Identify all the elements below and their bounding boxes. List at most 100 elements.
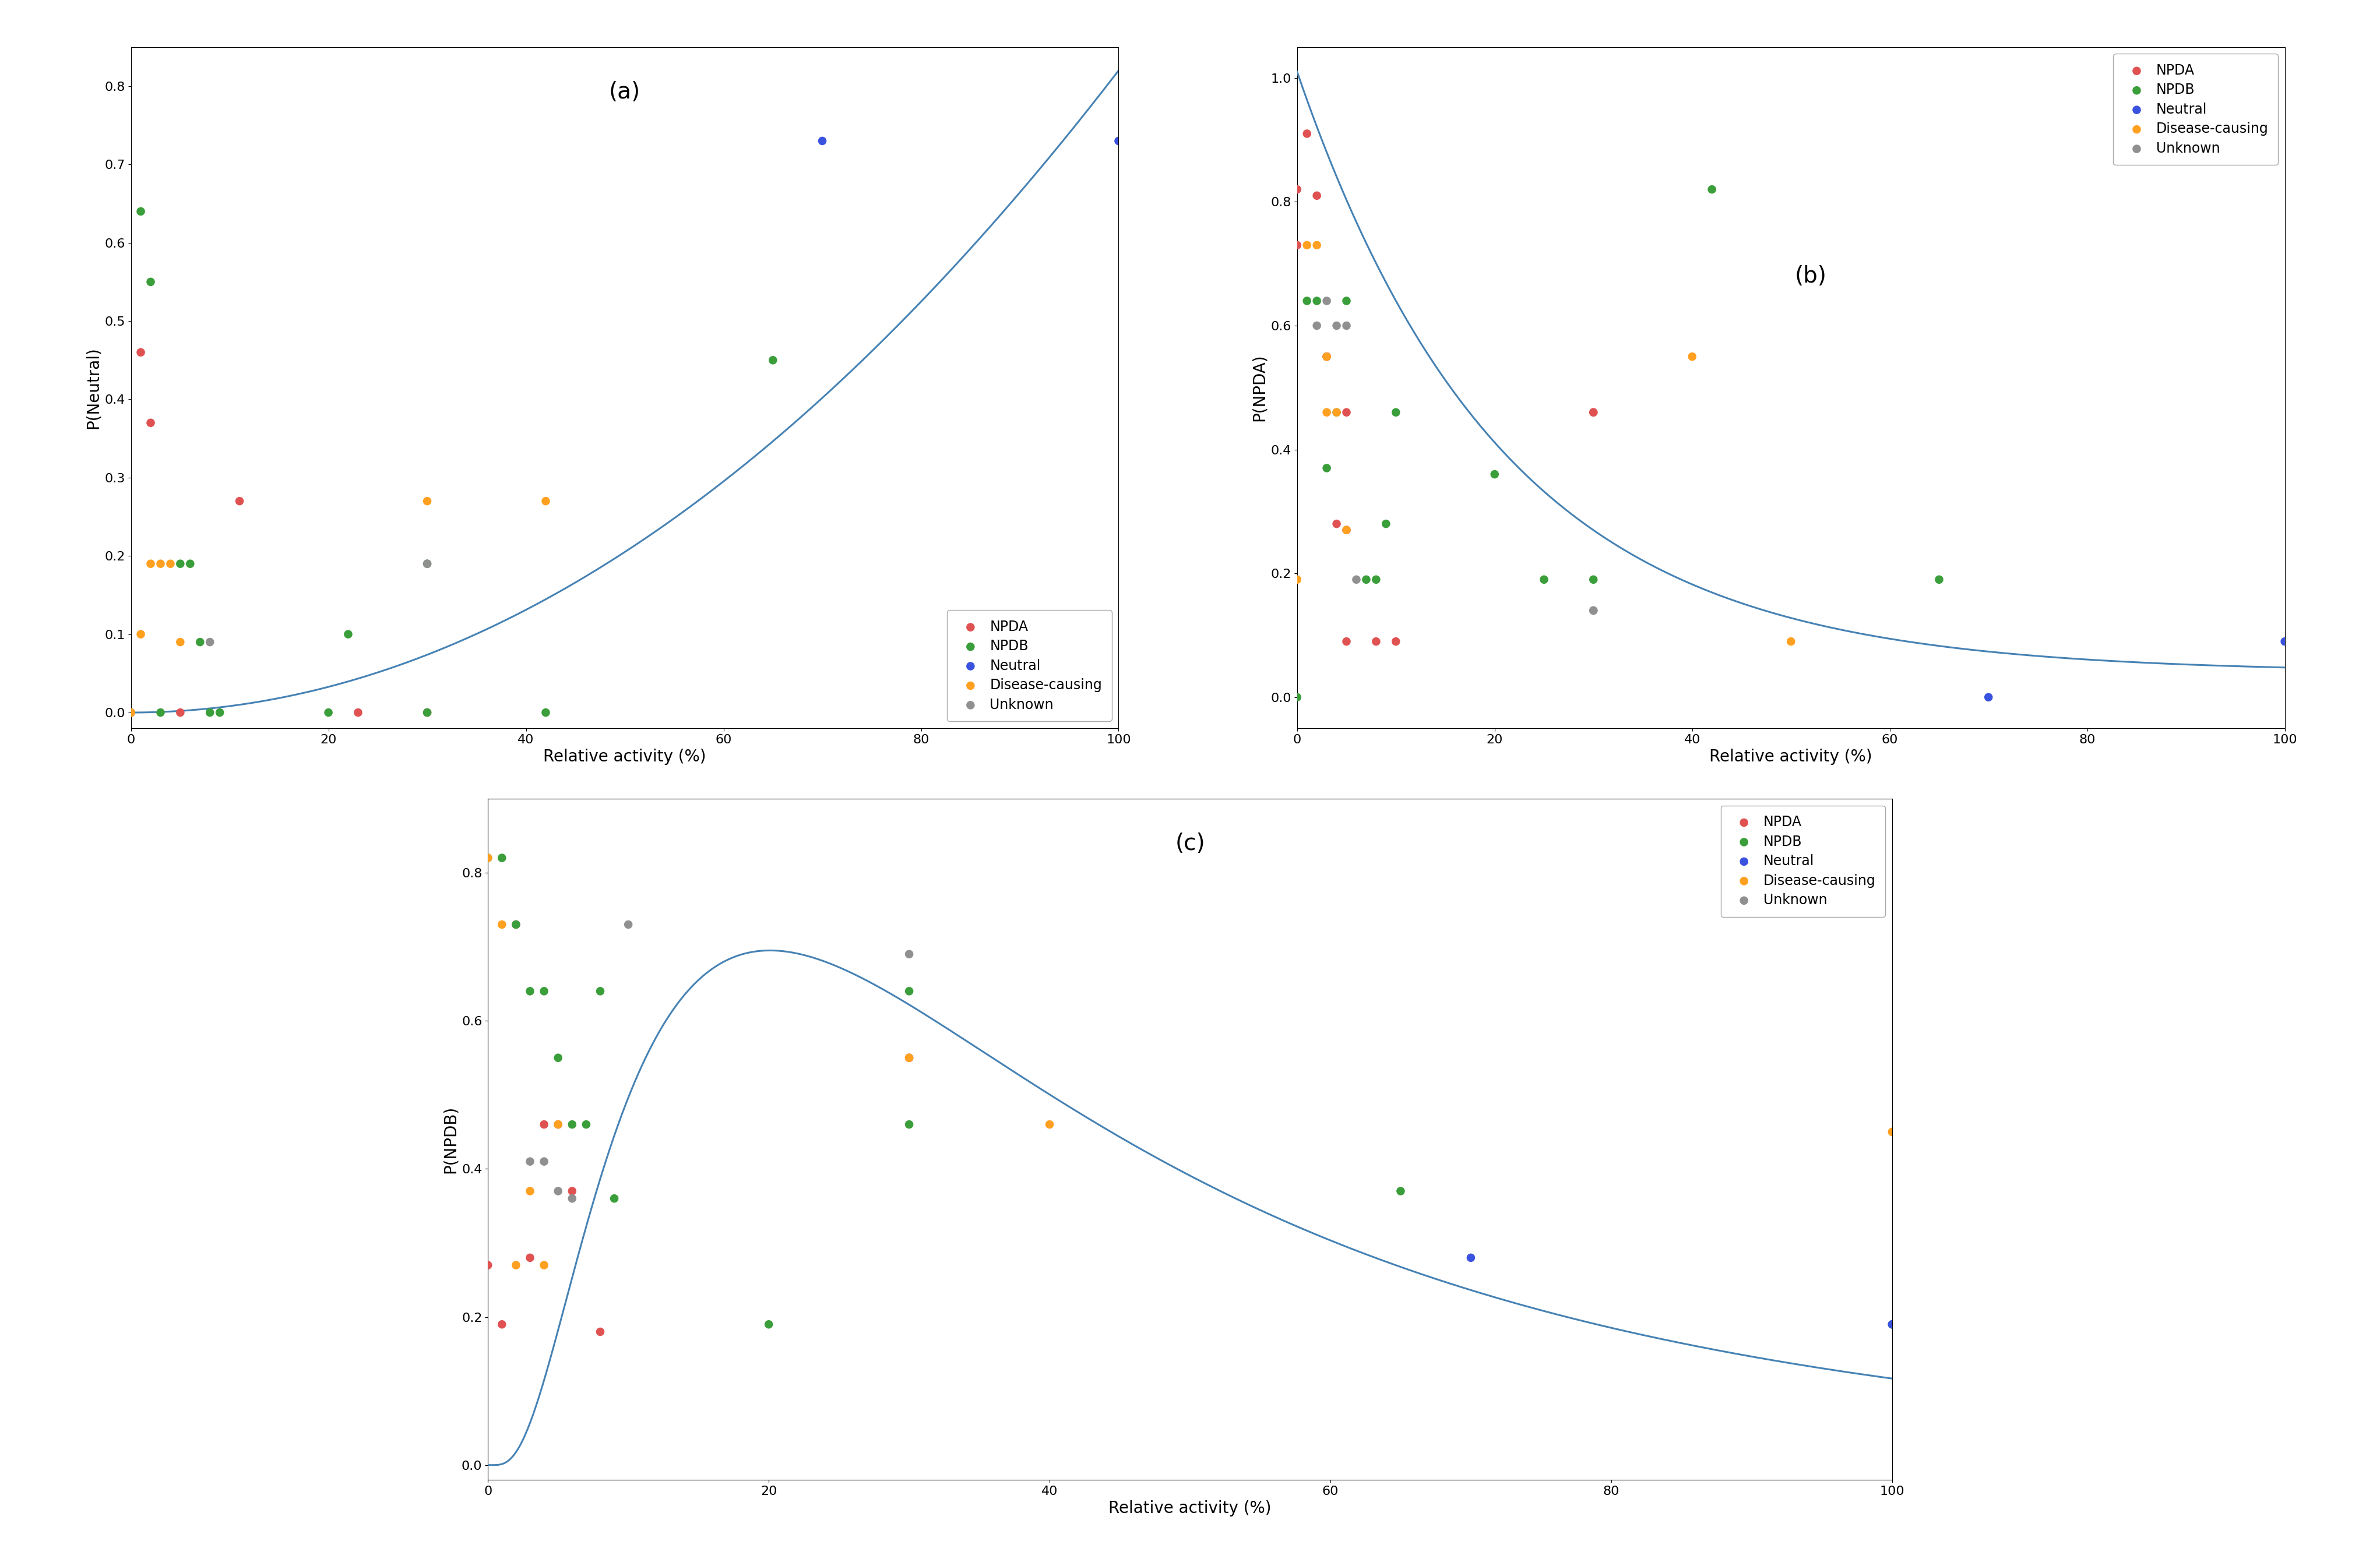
Point <box>538 1179 576 1204</box>
Point <box>1319 399 1357 424</box>
Point <box>890 1112 928 1137</box>
Y-axis label: P(NPDA): P(NPDA) <box>1252 354 1269 421</box>
Point <box>121 340 159 365</box>
Point <box>1288 121 1326 146</box>
Point <box>483 911 521 936</box>
Point <box>566 1112 605 1137</box>
Point <box>121 199 159 224</box>
Point <box>1328 630 1366 655</box>
Point <box>512 1245 550 1270</box>
Point <box>131 551 169 576</box>
Point <box>754 348 793 373</box>
Point <box>1278 177 1316 202</box>
Point <box>181 630 219 655</box>
Point <box>140 551 178 576</box>
Point <box>1297 288 1335 313</box>
Point <box>1771 630 1809 655</box>
Point <box>1307 345 1345 370</box>
Point <box>890 941 928 966</box>
Point <box>338 700 376 725</box>
Point <box>1307 345 1345 370</box>
Point <box>1100 128 1138 153</box>
Text: (b): (b) <box>1795 265 1828 287</box>
Point <box>1357 567 1395 592</box>
Point <box>1476 462 1514 487</box>
Point <box>890 1045 928 1070</box>
Point <box>609 911 647 936</box>
Point <box>1278 567 1316 592</box>
Point <box>328 622 367 647</box>
Point <box>469 1253 507 1278</box>
Point <box>1319 313 1357 338</box>
Point <box>1319 399 1357 424</box>
Point <box>112 700 150 725</box>
Point <box>512 979 550 1004</box>
Point <box>407 551 445 576</box>
Point <box>162 700 200 725</box>
Text: (c): (c) <box>1176 833 1204 855</box>
Point <box>1376 630 1414 655</box>
Point <box>512 1149 550 1174</box>
X-axis label: Relative activity (%): Relative activity (%) <box>1109 1500 1271 1517</box>
Point <box>162 630 200 655</box>
Point <box>1873 1312 1911 1337</box>
Point <box>469 846 507 871</box>
Point <box>1380 1179 1418 1204</box>
Point <box>581 979 619 1004</box>
Point <box>1307 399 1345 424</box>
Y-axis label: P(NPDB): P(NPDB) <box>443 1106 459 1173</box>
Point <box>526 489 564 514</box>
Y-axis label: P(Neutral): P(Neutral) <box>86 346 102 429</box>
Point <box>1307 345 1345 370</box>
Point <box>121 622 159 647</box>
Point <box>1031 1112 1069 1137</box>
Point <box>890 979 928 1004</box>
Point <box>2266 630 2304 655</box>
X-axis label: Relative activity (%): Relative activity (%) <box>1709 749 1873 766</box>
Point <box>407 700 445 725</box>
Point <box>1297 313 1335 338</box>
Point <box>497 1253 536 1278</box>
Point <box>526 700 564 725</box>
Point <box>1576 567 1614 592</box>
Legend: NPDA, NPDB, Neutral, Disease-causing, Unknown: NPDA, NPDB, Neutral, Disease-causing, Un… <box>2113 53 2278 164</box>
Point <box>1526 567 1564 592</box>
Point <box>407 700 445 725</box>
Point <box>1297 233 1335 258</box>
Point <box>483 1312 521 1337</box>
Point <box>1328 288 1366 313</box>
Point <box>190 630 228 655</box>
Point <box>497 911 536 936</box>
Point <box>1357 630 1395 655</box>
Point <box>152 551 190 576</box>
Point <box>526 979 564 1004</box>
X-axis label: Relative activity (%): Relative activity (%) <box>543 749 707 766</box>
Point <box>171 551 209 576</box>
Point <box>1307 288 1345 313</box>
Point <box>1288 233 1326 258</box>
Legend: NPDA, NPDB, Neutral, Disease-causing, Unknown: NPDA, NPDB, Neutral, Disease-causing, Un… <box>1721 805 1885 916</box>
Point <box>1297 183 1335 208</box>
Point <box>1338 567 1376 592</box>
Point <box>162 551 200 576</box>
Point <box>469 846 507 871</box>
Point <box>497 911 536 936</box>
Point <box>1576 598 1614 623</box>
Point <box>1576 399 1614 424</box>
Point <box>112 700 150 725</box>
Point <box>1307 456 1345 481</box>
Point <box>1376 399 1414 424</box>
Point <box>1921 567 1959 592</box>
Point <box>131 269 169 294</box>
Point <box>221 489 259 514</box>
Point <box>526 1253 564 1278</box>
Point <box>1319 511 1357 536</box>
Point <box>552 1185 590 1211</box>
Point <box>595 1185 633 1211</box>
Point <box>512 1179 550 1204</box>
Point <box>190 700 228 725</box>
Point <box>552 1179 590 1204</box>
Point <box>1328 399 1366 424</box>
Point <box>1366 511 1404 536</box>
Point <box>1673 345 1711 370</box>
